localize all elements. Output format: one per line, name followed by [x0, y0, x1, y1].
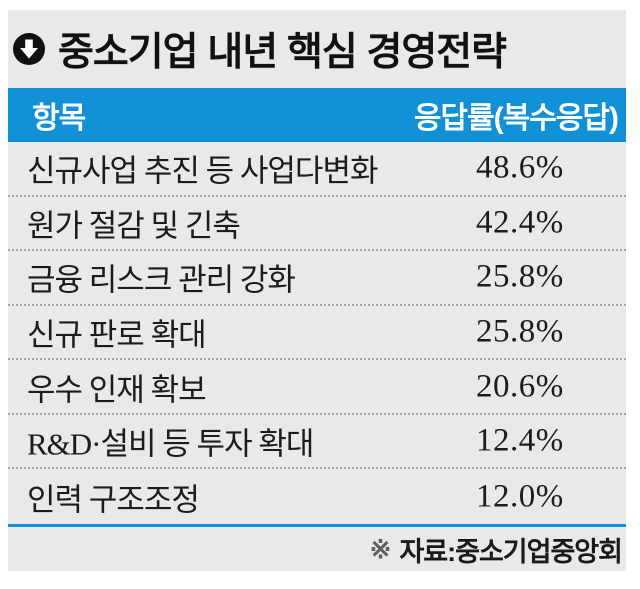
- source-note: ※ 자료:중소기업중앙회: [8, 527, 626, 571]
- table-row: 신규사업 추진 등 사업다변화 48.6%: [8, 142, 626, 197]
- page-title: 중소기업 내년 핵심 경영전략: [58, 31, 507, 74]
- infographic-panel: 중소기업 내년 핵심 경영전략 항목 응답률(복수응답) 신규사업 추진 등 사…: [8, 10, 626, 571]
- column-header-item: 항목: [32, 102, 86, 135]
- table-header: 항목 응답률(복수응답): [8, 88, 626, 142]
- row-value: 25.8%: [476, 313, 564, 350]
- row-label: 금융 리스크 관리 강화: [27, 262, 296, 298]
- row-label: 원가 절감 및 긴축: [27, 208, 241, 244]
- row-label: 신규사업 추진 등 사업다변화: [27, 153, 378, 189]
- row-label: 우수 인재 확보: [27, 372, 207, 408]
- row-value: 12.4%: [476, 422, 564, 459]
- table-row: 인력 구조조정 12.0%: [8, 469, 626, 524]
- table-row: R&D·설비 등 투자 확대 12.4%: [8, 415, 626, 470]
- footer-divider: [8, 524, 626, 527]
- row-label: 신규 판로 확대: [27, 317, 207, 353]
- source-text: 자료:중소기업중앙회: [399, 536, 623, 567]
- row-value: 48.6%: [476, 149, 564, 186]
- column-header-response-rate: 응답률(복수응답): [413, 102, 619, 135]
- row-value: 42.4%: [476, 204, 564, 241]
- row-value: 12.0%: [476, 478, 564, 515]
- row-value: 25.8%: [476, 258, 564, 295]
- row-label: 인력 구조조정: [27, 482, 200, 518]
- table-row: 금융 리스크 관리 강화 25.8%: [8, 251, 626, 306]
- table-row: 원가 절감 및 긴축 42.4%: [8, 197, 626, 252]
- reference-mark: ※: [369, 533, 392, 564]
- row-value: 20.6%: [476, 368, 564, 405]
- row-label: R&D·설비 등 투자 확대: [27, 426, 314, 462]
- table-row: 신규 판로 확대 25.8%: [8, 306, 626, 361]
- table-row: 우수 인재 확보 20.6%: [8, 360, 626, 415]
- table-body: 신규사업 추진 등 사업다변화 48.6% 원가 절감 및 긴축 42.4% 금…: [8, 142, 626, 524]
- circle-down-arrow-icon: [12, 32, 46, 66]
- title-bar: 중소기업 내년 핵심 경영전략: [8, 10, 626, 88]
